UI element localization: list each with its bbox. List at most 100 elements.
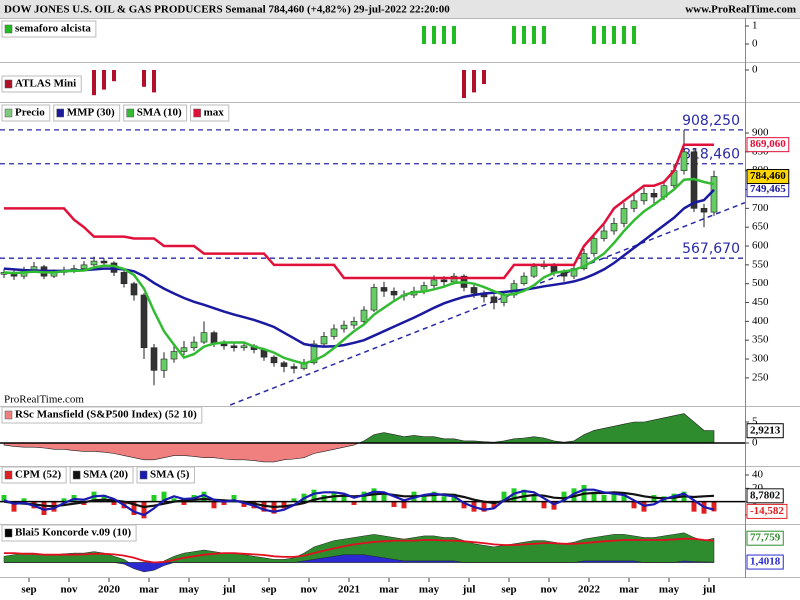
panel-frames <box>0 18 800 578</box>
x-tick-label: 2020 <box>98 584 121 596</box>
histogram-bar <box>441 496 447 502</box>
y-tick-label: 0 <box>752 437 758 449</box>
y-tick-label: 5 <box>752 416 758 428</box>
candle-body <box>380 287 388 292</box>
candle-body <box>200 332 208 343</box>
header-bar <box>0 0 800 18</box>
candle-body <box>190 341 198 349</box>
histogram-bar <box>221 501 227 505</box>
histogram-bar <box>291 498 297 502</box>
legend-label: max <box>204 107 225 119</box>
y-tick-label: 350 <box>752 334 769 346</box>
histogram-bar <box>501 491 507 502</box>
histogram-bar <box>561 491 567 502</box>
indicator-line <box>3 188 715 348</box>
histogram-bar <box>591 491 597 502</box>
legend-box <box>136 466 195 484</box>
y-tick-label: 600 <box>752 240 769 252</box>
legend-label: SMA (5) <box>150 469 190 481</box>
legend-swatch <box>4 410 13 420</box>
x-tick-label: jul <box>702 584 716 596</box>
legend-swatch <box>126 108 134 118</box>
candle-body <box>520 275 528 284</box>
histogram-bar <box>601 495 607 502</box>
signal-bar <box>522 26 526 44</box>
indicator-line <box>4 143 714 280</box>
header-title: DOW JONES U.S. OIL & GAS PRODUCERS Seman… <box>4 4 450 16</box>
legend-box <box>1 75 82 93</box>
signal-bar <box>592 26 596 44</box>
legend-label: SMA (20) <box>83 469 128 481</box>
last-value-label: 1,4018 <box>750 556 781 568</box>
signal-bar <box>152 70 156 93</box>
histogram-bar <box>241 501 247 507</box>
candle-body <box>280 362 288 367</box>
header-source: www.ProRealTime.com <box>685 4 796 16</box>
candle-body <box>270 356 278 364</box>
histogram-bar <box>61 498 67 502</box>
last-value-box <box>746 530 784 546</box>
candle-body <box>140 294 148 349</box>
histogram-bar <box>21 498 27 502</box>
candle-body <box>320 336 328 345</box>
legend-box <box>1 466 67 484</box>
last-value-label: 869,060 <box>750 138 786 150</box>
last-value-label: 8,7802 <box>750 489 781 501</box>
y-tick-label: 450 <box>752 296 769 308</box>
x-tick-label: nov <box>300 584 318 596</box>
signal-bar <box>92 70 96 96</box>
x-tick-label: sep <box>21 584 36 596</box>
candle-body <box>120 272 128 284</box>
indicator-line <box>3 488 715 517</box>
histogram-bar <box>351 501 357 505</box>
indicator-line <box>3 491 715 509</box>
histogram-bar <box>161 491 167 502</box>
y-tick-label: 300 <box>752 353 769 365</box>
histogram-bar <box>711 501 717 512</box>
last-value-label: 77,759 <box>750 532 781 544</box>
histogram-bar <box>461 501 467 509</box>
last-value-label: 749,465 <box>750 183 786 195</box>
area <box>4 554 715 573</box>
watermark: ProRealTime.com <box>4 394 84 406</box>
histogram-bar <box>231 495 237 502</box>
y-tick-label: 40 <box>752 469 764 481</box>
histogram-bar <box>451 493 457 502</box>
histogram-bar <box>171 498 177 502</box>
legend-swatch <box>4 79 13 89</box>
candle-body <box>640 192 648 202</box>
legend-box <box>53 104 121 122</box>
x-tick-label: mar <box>619 584 639 596</box>
legend-label: RSc Mansfield (S&P500 Index) (52 10) <box>15 409 197 421</box>
last-value-label: 2,9213 <box>750 424 781 436</box>
histogram-bar <box>181 501 187 505</box>
x-tick-label: sep <box>501 584 516 596</box>
legend-swatch <box>4 528 13 538</box>
trend-line <box>229 201 746 406</box>
level-label: 567,670 <box>682 241 740 257</box>
last-value-box <box>746 423 784 439</box>
signal-bar <box>422 26 426 44</box>
candle-body <box>700 208 708 213</box>
legend-swatch <box>56 108 64 118</box>
candle-body <box>230 345 238 349</box>
x-tick-label: may <box>179 584 200 596</box>
histogram-bar <box>621 493 627 502</box>
y-tick-label: 700 <box>752 202 769 214</box>
legend-swatch <box>139 470 148 480</box>
candle-body <box>630 200 638 209</box>
candle-body <box>170 351 178 360</box>
histogram-bar <box>481 501 487 512</box>
signal-bar <box>532 26 536 44</box>
candle-body <box>350 321 358 326</box>
last-value-box <box>746 169 790 185</box>
candle-body <box>710 176 718 213</box>
signal-bar <box>452 26 456 44</box>
signal-bar <box>462 70 466 98</box>
x-tick-label: nov <box>60 584 78 596</box>
x-tick-label: may <box>659 584 680 596</box>
legend-box <box>69 466 134 484</box>
histogram-bar <box>491 501 497 509</box>
signal-bar <box>542 26 546 44</box>
